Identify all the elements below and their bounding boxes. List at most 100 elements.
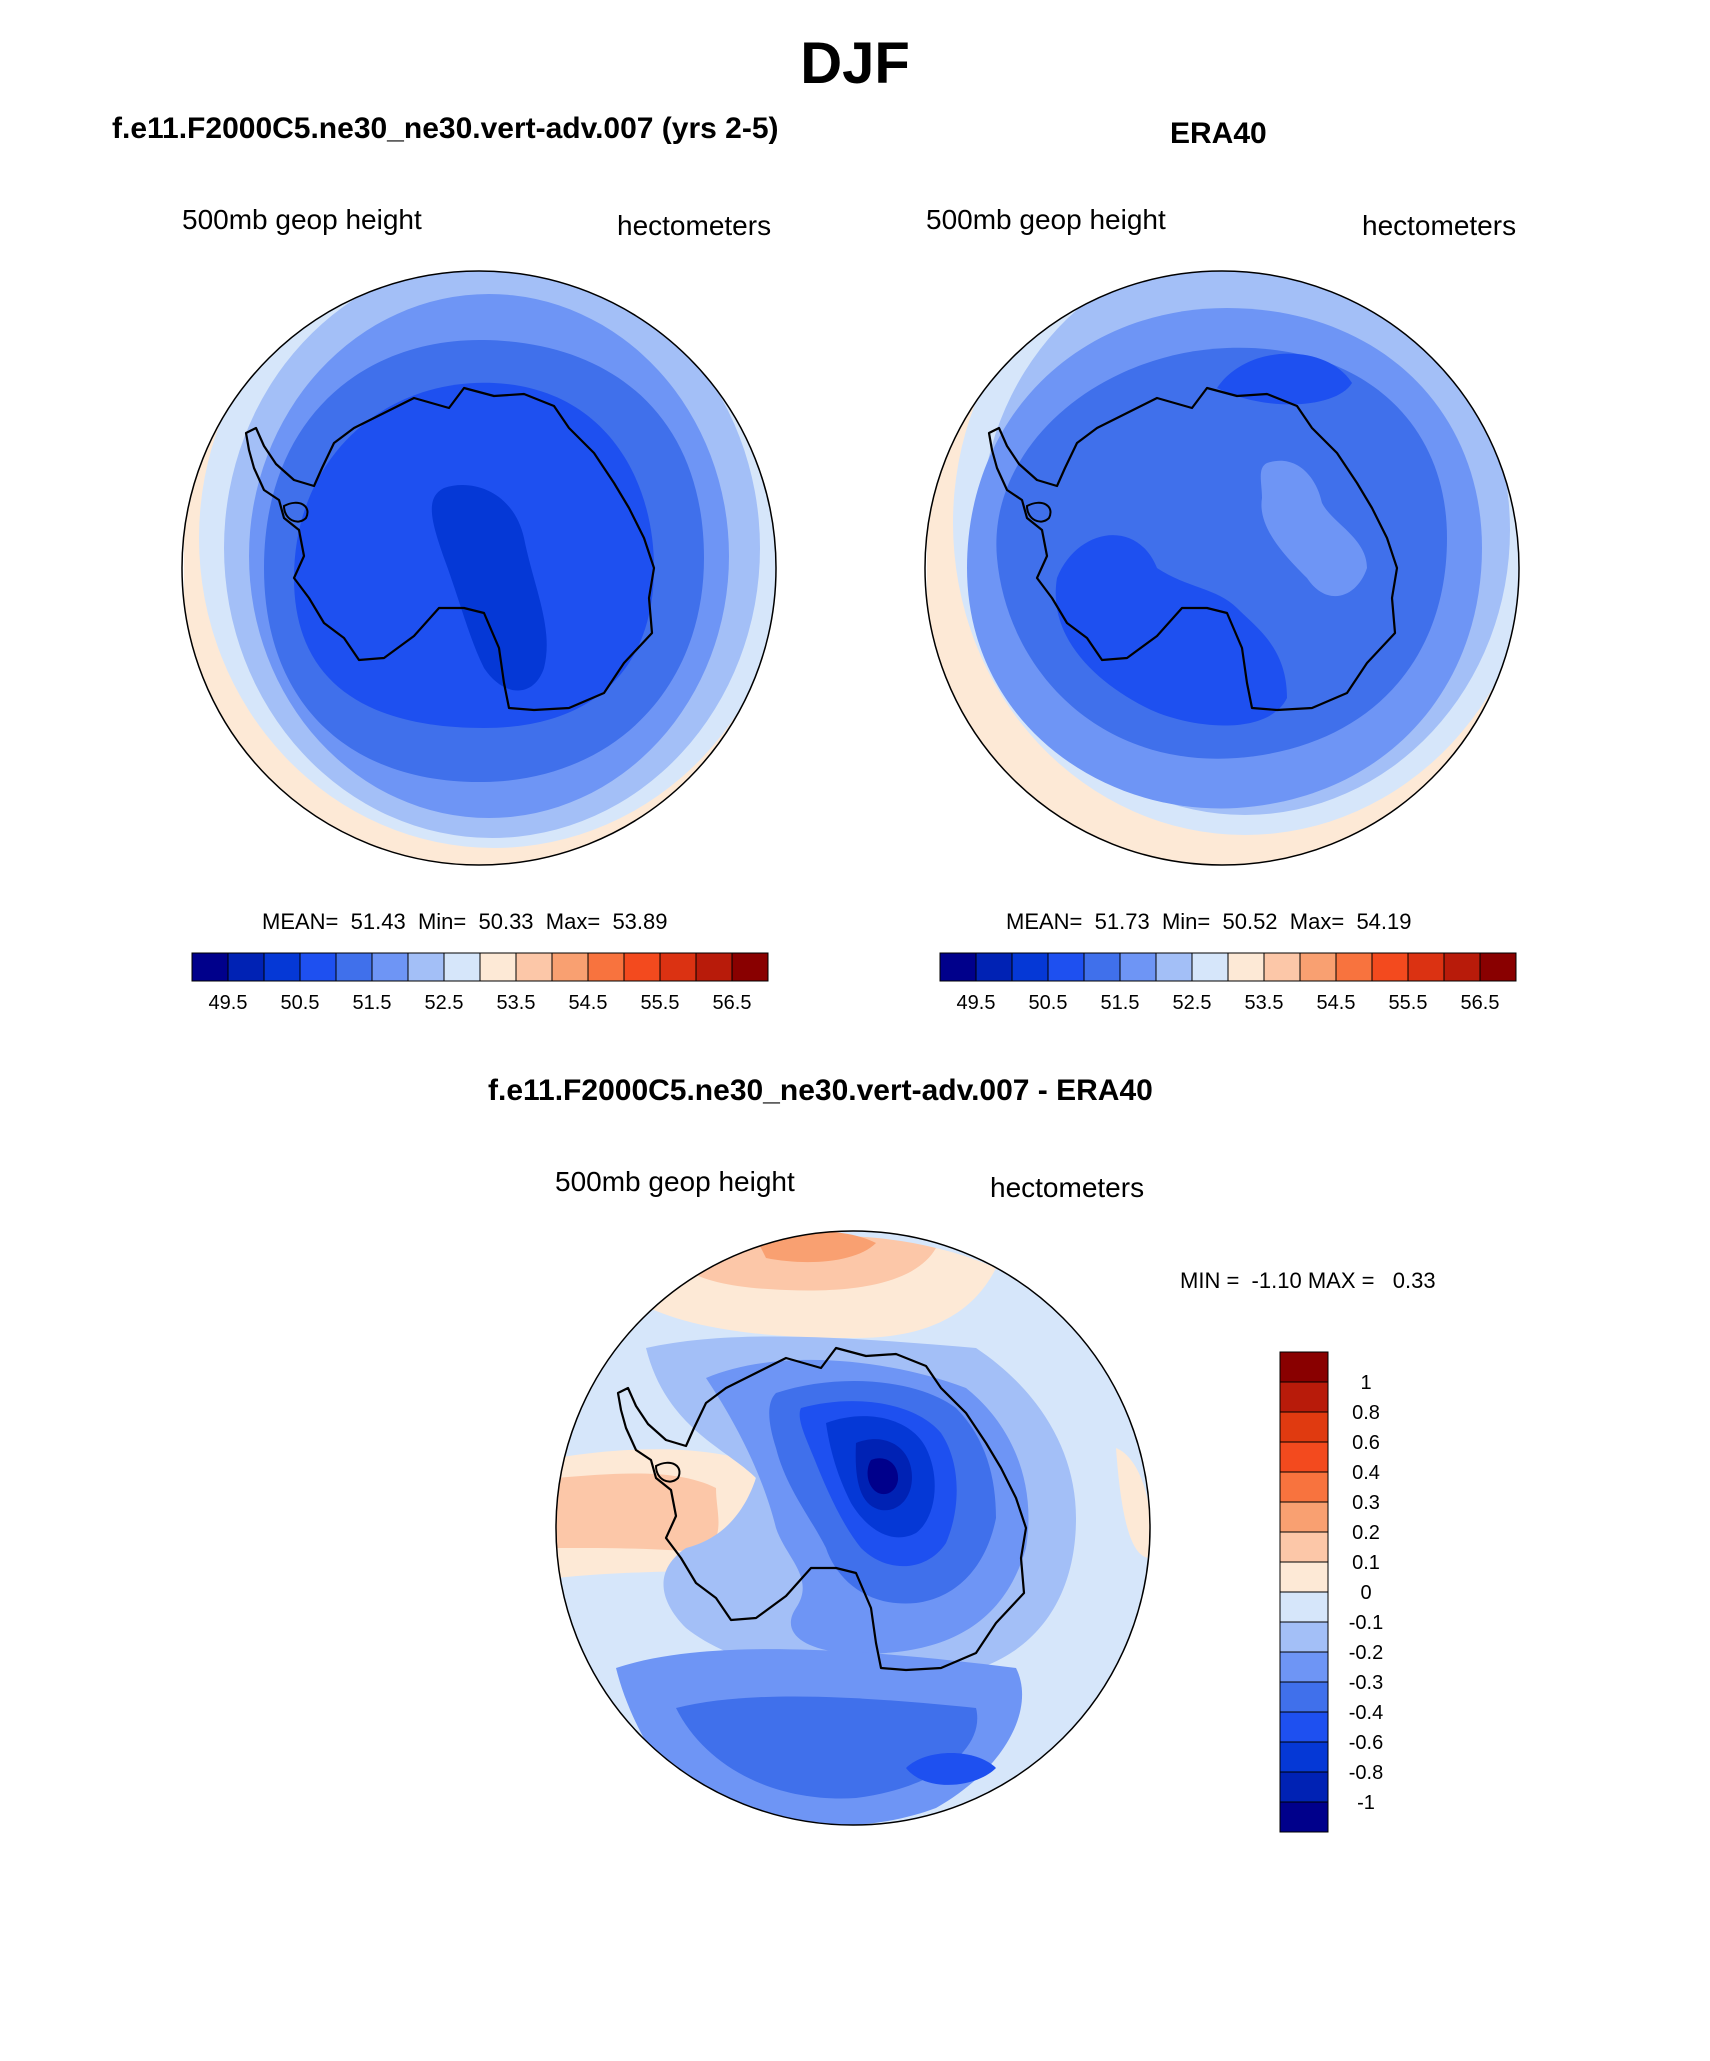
panel-1-colorbar-swatch <box>227 952 265 982</box>
panel-1-colorbar-swatch <box>299 952 337 982</box>
panel-3-colorbar-tick-label: 1 <box>1360 1372 1371 1394</box>
panel-1-colorbar-swatch <box>191 952 229 982</box>
panel-2-colorbar-tick-label: 56.5 <box>1461 992 1500 1014</box>
panel-2-colorbar-swatch <box>1191 952 1229 982</box>
panel-1-colorbar-tick-label: 53.5 <box>497 992 536 1014</box>
panel-1-stats: MEAN= 51.43 Min= 50.33 Max= 53.89 <box>262 909 668 935</box>
panel-3-colorbar-tick-label: -0.2 <box>1349 1642 1383 1664</box>
panel-2-contour-50-5-south <box>1055 535 1287 726</box>
panel-1-contour-50 <box>431 485 547 691</box>
panel-1-colorbar-swatch <box>371 952 409 982</box>
figure-title: DJF <box>800 31 910 96</box>
panel-2-colorbar-tick-label: 55.5 <box>1389 992 1428 1014</box>
panel-2-colorbar: 49.5 50.5 51.5 52.5 53.5 54.5 55.5 56.5 <box>939 952 1517 1014</box>
panel-2-antarctica-coastline <box>987 386 1399 712</box>
panel-3-colorbar: 1 0.8 0.6 0.4 0.3 0.2 0.1 0 -0.1 -0.2 -0.3 -0.4 -0.6… <box>1279 1351 1383 1833</box>
panel-2-colorbar-swatch <box>1299 952 1337 982</box>
panel-1-colorbar-swatch <box>587 952 625 982</box>
panel-3-colorbar-tick-label: 0.1 <box>1352 1552 1380 1574</box>
panel-1-units-label: hectometers <box>617 210 772 241</box>
panel-3-colorbar-swatch <box>1279 1741 1329 1773</box>
panel-1-antarctica-coastline <box>244 386 656 712</box>
panel-2-units-label: hectometers <box>1362 210 1517 241</box>
panel-3-colorbar-tick-label: 0.4 <box>1352 1462 1380 1484</box>
panel-3-colorbar-swatch <box>1279 1411 1329 1443</box>
panel-3-colorbar-swatch <box>1279 1381 1329 1413</box>
panel-2-mean-value: 51.73 <box>1094 909 1150 934</box>
panel-3-antarctica-coastline <box>616 1346 1028 1672</box>
panel-1-max-value: 53.89 <box>612 909 668 934</box>
panel-3-colorbar-tick-label: -0.3 <box>1349 1672 1383 1694</box>
panel-3-min-label: MIN = <box>1180 1268 1240 1293</box>
panel-3-colorbar-swatch <box>1279 1441 1329 1473</box>
panel-3-contour-minus-0-6-south <box>906 1753 996 1785</box>
panel-2-colorbar-tick-label: 52.5 <box>1173 992 1212 1014</box>
panel-3-min-value: -1.10 <box>1251 1268 1302 1293</box>
panel-3-colorbar-swatch <box>1279 1711 1329 1743</box>
panel-2-colorbar-tick-label: 51.5 <box>1101 992 1140 1014</box>
panel-3-colorbar-swatch <box>1279 1351 1329 1383</box>
panel-2-colorbar-swatch <box>1011 952 1049 982</box>
panel-1-colorbar-tick-label: 51.5 <box>353 992 392 1014</box>
panel-2-title: ERA40 <box>1170 117 1267 150</box>
panel-2-colorbar-tick-label: 50.5 <box>1029 992 1068 1014</box>
panel-3-colorbar-swatch <box>1279 1561 1329 1593</box>
panel-2-colorbar-swatch <box>1119 952 1157 982</box>
panel-2-colorbar-swatch <box>1371 952 1409 982</box>
panel-3-colorbar-swatch <box>1279 1531 1329 1563</box>
panel-2-colorbar-tick-label: 49.5 <box>957 992 996 1014</box>
panel-2-min-label: Min= <box>1161 909 1211 934</box>
panel-1-colorbar-swatch <box>659 952 697 982</box>
panel-3-max-value: 0.33 <box>1392 1268 1436 1293</box>
panel-3-colorbar-tick-label: -0.6 <box>1349 1732 1383 1754</box>
panel-3-units-label: hectometers <box>990 1172 1145 1203</box>
panel-2-contour-50-5-north <box>1217 353 1352 405</box>
panel-1-colorbar-tick-label: 55.5 <box>641 992 680 1014</box>
panel-1-colorbar-swatch <box>515 952 553 982</box>
panel-3-colorbar-swatch <box>1279 1471 1329 1503</box>
panel-2-colorbar-swatch <box>1227 952 1265 982</box>
panel-1-colorbar-tick-label: 56.5 <box>713 992 752 1014</box>
panel-1-min-value: 50.33 <box>478 909 534 934</box>
panel-3-colorbar-tick-label: 0 <box>1360 1582 1371 1604</box>
panel-3-title: f.e11.F2000C5.ne30_ne30.vert-adv.007 - E… <box>488 1074 1153 1107</box>
panel-2-ice-shelf-outline <box>1025 501 1052 523</box>
panel-1-colorbar-swatch <box>443 952 481 982</box>
panel-3-colorbar-swatch <box>1279 1801 1329 1833</box>
panel-1-colorbar-swatch <box>551 952 589 982</box>
panel-1-colorbar-swatch <box>479 952 517 982</box>
panel-3-ice-shelf-outline <box>654 1461 681 1483</box>
panel-3-colorbar-swatch <box>1279 1651 1329 1683</box>
panel-3-colorbar-tick-label: -0.1 <box>1349 1612 1383 1634</box>
panel-2-stats: MEAN= 51.73 Min= 50.52 Max= 54.19 <box>1006 909 1412 935</box>
panel-3-colorbar-tick-label: -0.4 <box>1349 1702 1383 1724</box>
panel-3-colorbar-swatch <box>1279 1621 1329 1653</box>
panel-3-stats: MIN = -1.10 MAX = 0.33 <box>1180 1268 1436 1294</box>
panel-2-colorbar-swatch <box>1479 952 1517 982</box>
panel-1-colorbar-tick-label: 52.5 <box>425 992 464 1014</box>
panel-3-contour-minus-0-4-south <box>676 1696 978 1799</box>
panel-1-colorbar-swatch <box>731 952 769 982</box>
panel-1-max-label: Max= <box>545 909 601 934</box>
panel-2-colorbar-swatch <box>1443 952 1481 982</box>
panel-3-max-label: MAX = <box>1307 1268 1375 1293</box>
panel-1-colorbar: 49.5 50.5 51.5 52.5 53.5 54.5 55.5 56.5 <box>191 952 769 1014</box>
panel-2-colorbar-swatch <box>1083 952 1121 982</box>
panel-1-mean-label: MEAN= <box>262 909 339 934</box>
panel-3-colorbar-swatch <box>1279 1591 1329 1623</box>
panel-2-contour-51-5-inner <box>1260 460 1367 597</box>
panel-1-colorbar-swatch <box>335 952 373 982</box>
panel-1-colorbar-swatch <box>407 952 445 982</box>
panel-1-colorbar-swatch <box>695 952 733 982</box>
panel-3-colorbar-tick-label: 0.8 <box>1352 1402 1380 1424</box>
panel-3-colorbar-tick-label: -0.8 <box>1349 1762 1383 1784</box>
panel-2-max-value: 54.19 <box>1356 909 1412 934</box>
panel-3-colorbar-swatch <box>1279 1681 1329 1713</box>
panel-1-map <box>181 270 777 866</box>
panel-2-min-value: 50.52 <box>1222 909 1278 934</box>
panel-1-ice-shelf-outline <box>282 501 309 523</box>
panel-1-map-border <box>181 270 777 866</box>
panel-2-colorbar-swatch <box>1155 952 1193 982</box>
panel-3-colorbar-tick-label: 0.6 <box>1352 1432 1380 1454</box>
panel-1-colorbar-tick-label: 54.5 <box>569 992 608 1014</box>
